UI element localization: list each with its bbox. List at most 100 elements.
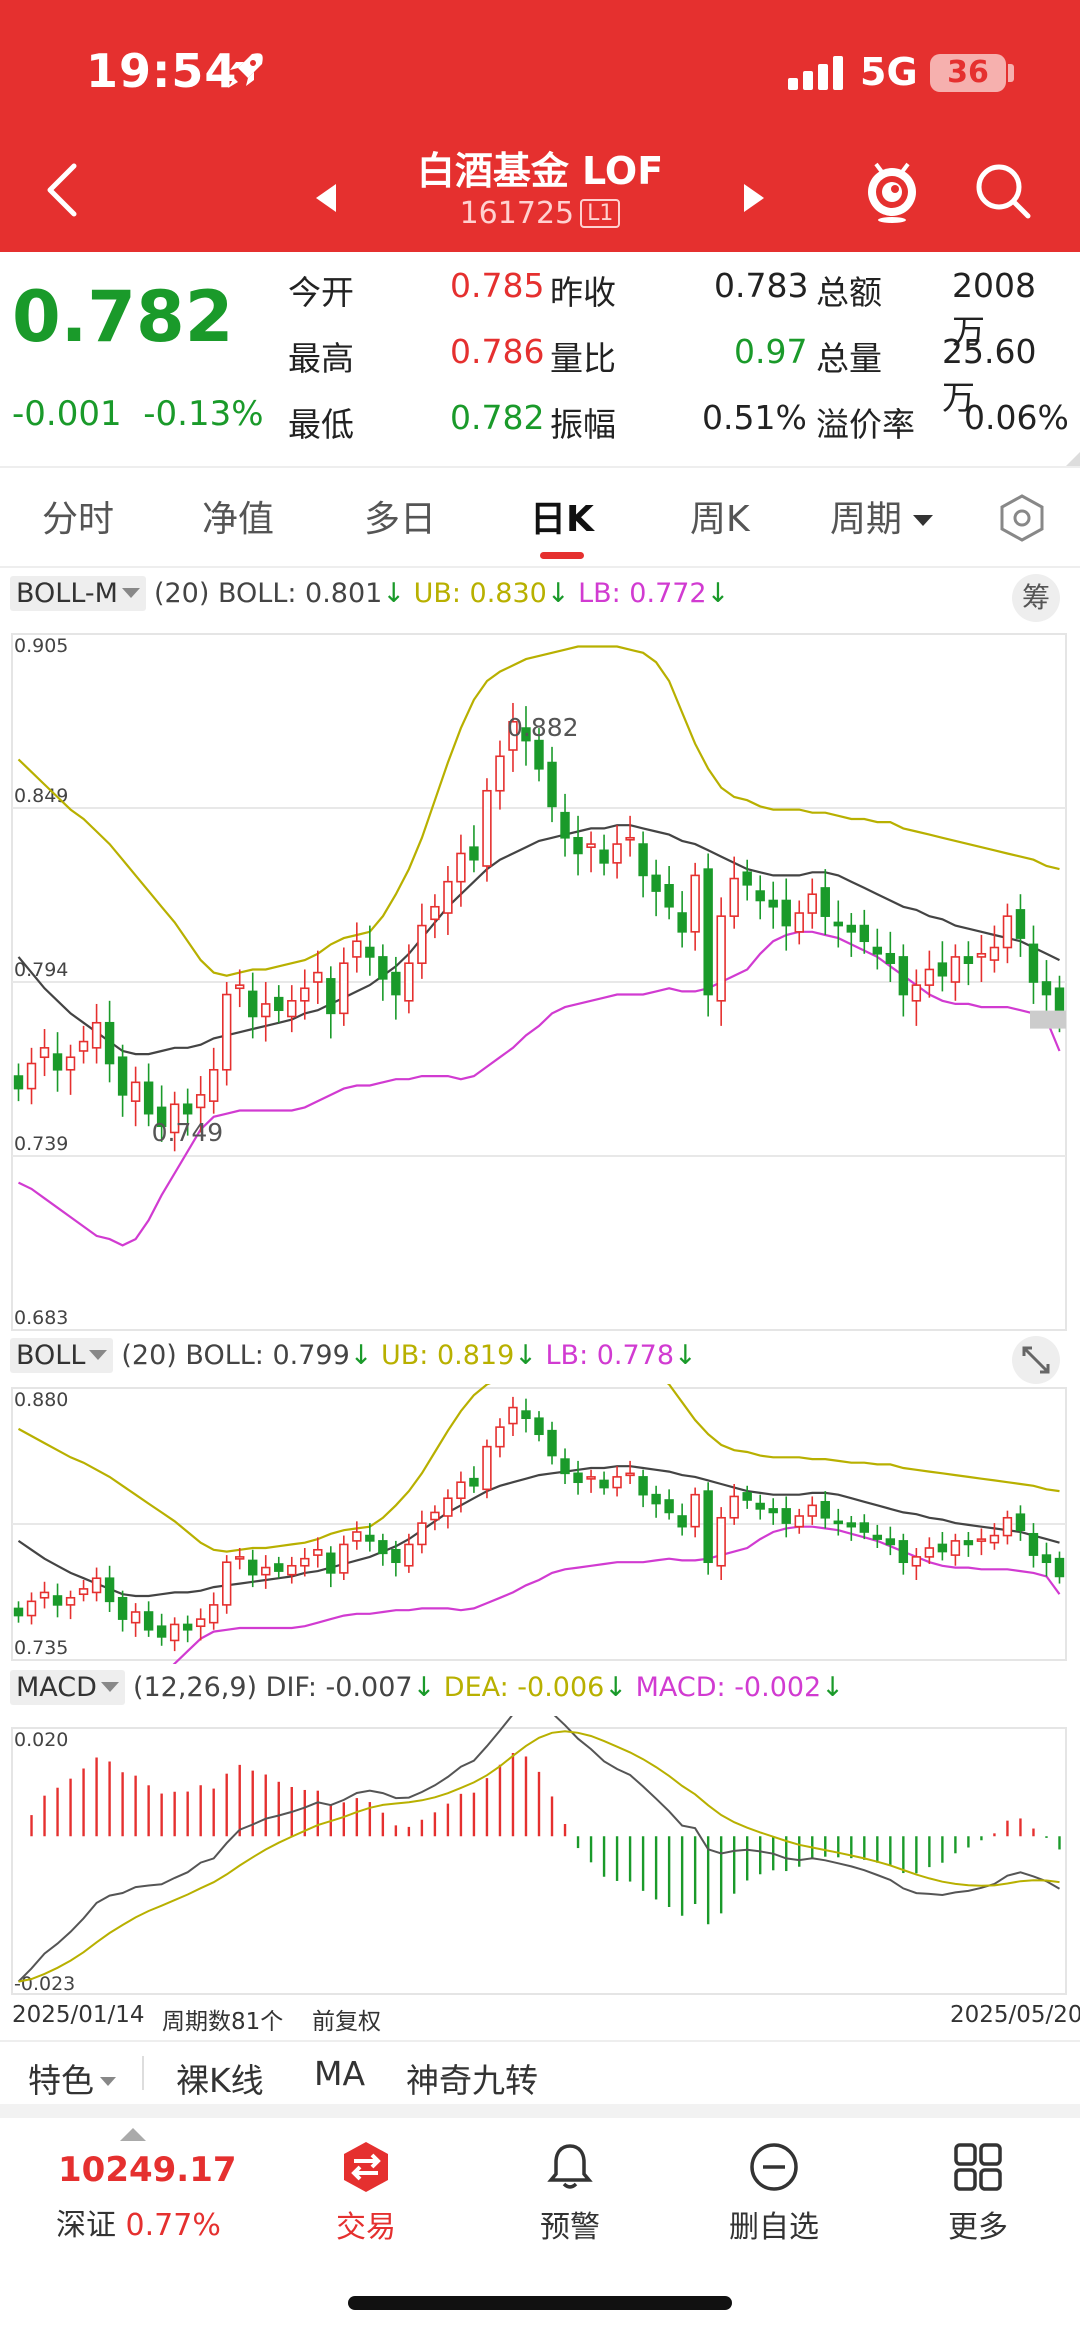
- start-date: 2025/01/14: [12, 2002, 145, 2028]
- candle-body: [521, 1410, 531, 1420]
- candle-body: [378, 956, 388, 980]
- candle-body: [326, 1552, 336, 1574]
- y-axis-label: 0.880: [14, 1389, 68, 1411]
- search-icon[interactable]: [972, 160, 1034, 222]
- candle-body: [898, 956, 909, 996]
- caret-down-icon: [100, 1682, 119, 1692]
- feature-special[interactable]: 特色: [28, 2054, 116, 2102]
- candle-body: [130, 1081, 141, 1102]
- candle-body: [143, 1081, 154, 1115]
- quote-label: 量比: [550, 339, 616, 378]
- quote-value: 0.06%: [964, 398, 1069, 437]
- tab-jingzhi[interactable]: 净值: [202, 499, 275, 540]
- candle-body: [235, 984, 245, 990]
- candle-body: [313, 971, 323, 983]
- quote-label: 溢价率: [816, 405, 915, 444]
- divider: [0, 2104, 1080, 2118]
- network-type: 5G: [860, 50, 918, 94]
- candle-body: [443, 880, 453, 914]
- candle-body: [534, 739, 544, 770]
- divider: [0, 466, 1080, 468]
- candle-body: [482, 789, 492, 867]
- expand-icon[interactable]: [1012, 1336, 1060, 1384]
- candle-body: [690, 1493, 700, 1528]
- indicator-selector-label: BOLL-M: [16, 578, 118, 609]
- candle-body: [937, 962, 948, 977]
- index-percent: 0.77%: [125, 2208, 221, 2243]
- back-arrow-icon[interactable]: [42, 160, 82, 220]
- candle-body: [846, 924, 856, 933]
- robot-assistant-icon[interactable]: [862, 158, 922, 224]
- quote-value: 0.783: [714, 266, 809, 305]
- candle-body: [1015, 909, 1026, 939]
- index-value[interactable]: 10249.17: [58, 2150, 237, 2190]
- boll-params: (20): [121, 1340, 177, 1371]
- nav-trade[interactable]: 交易: [286, 2140, 446, 2246]
- tab-duori[interactable]: 多日: [364, 499, 437, 540]
- expand-up-icon[interactable]: [120, 2128, 146, 2141]
- quote-label: 振幅: [550, 405, 616, 444]
- indicator-selector[interactable]: BOLL: [10, 1338, 114, 1373]
- tab-daily-k[interactable]: 日K: [530, 499, 594, 540]
- tab-fenshi[interactable]: 分时: [42, 499, 115, 540]
- candle-body: [78, 1040, 89, 1052]
- quote-label: 最低: [288, 405, 354, 444]
- signal-icon: [788, 56, 843, 90]
- candle-body: [1002, 915, 1013, 949]
- settings-hexagon-icon[interactable]: [996, 492, 1048, 544]
- collapse-corner-icon[interactable]: [1066, 452, 1080, 466]
- candlestick-chart[interactable]: 0.905 0.849 0.794 0.739 0.683 0.882 0.749: [0, 622, 1080, 1332]
- nav-more[interactable]: 更多: [898, 2140, 1058, 2246]
- index-name: 深证: [56, 2208, 116, 2243]
- candle-body: [52, 1053, 63, 1071]
- candle-body: [169, 1623, 180, 1642]
- change-value: -0.001: [12, 394, 122, 434]
- candle-body: [1041, 981, 1052, 996]
- candle-body: [104, 1577, 115, 1603]
- index-ticker[interactable]: 深证 0.77%: [56, 2200, 221, 2244]
- candle-body: [950, 956, 961, 983]
- prev-fund-icon[interactable]: [316, 184, 336, 212]
- candle-body: [534, 1417, 544, 1436]
- candle-body: [911, 984, 922, 1002]
- quote-value: 25.60万: [942, 332, 1037, 417]
- next-fund-icon[interactable]: [744, 184, 764, 212]
- candle-body: [313, 1548, 323, 1556]
- adjust-mode[interactable]: 前复权: [312, 2009, 381, 2035]
- candle-body: [378, 1540, 388, 1555]
- candle-body: [130, 1611, 141, 1624]
- candle-body: [469, 1477, 479, 1487]
- tab-weekly-k[interactable]: 周K: [690, 499, 750, 540]
- indicator-selector[interactable]: BOLL-M: [10, 576, 146, 611]
- trade-icon: [344, 2142, 388, 2192]
- macd-chart[interactable]: 0.020-0.023: [0, 1716, 1080, 1998]
- feature-bare-k[interactable]: 裸K线: [176, 2061, 264, 2100]
- candle-body: [872, 946, 883, 955]
- candle-body: [872, 1534, 883, 1540]
- candle-body: [1002, 1516, 1013, 1537]
- candle-body: [13, 1607, 24, 1617]
- candle-body: [612, 1476, 622, 1489]
- rocket-icon: [228, 53, 263, 88]
- candle-body: [937, 1543, 948, 1553]
- feature-magic-nine[interactable]: 神奇九转: [406, 2061, 538, 2100]
- boll-subchart[interactable]: 0.880 0.735: [0, 1384, 1080, 1664]
- nav-alert[interactable]: 预警: [490, 2140, 650, 2246]
- period-count: 周期数81个: [162, 2009, 284, 2035]
- fund-code-text: 161725: [459, 196, 575, 231]
- feature-ma[interactable]: MA: [314, 2054, 366, 2093]
- chip-distribution-button[interactable]: 筹: [1012, 574, 1060, 622]
- candle-body: [677, 1515, 687, 1528]
- candle-body: [690, 874, 700, 933]
- candle-body: [261, 1003, 271, 1018]
- y-axis-label: 0.683: [14, 1307, 68, 1329]
- candle-body: [391, 1548, 401, 1564]
- candle-body: [573, 1472, 583, 1484]
- active-tab-indicator: [540, 552, 584, 559]
- candle-body: [833, 921, 843, 927]
- tab-period[interactable]: 周期: [830, 490, 934, 542]
- nav-remove-watchlist[interactable]: 删自选: [694, 2140, 854, 2246]
- indicator-selector[interactable]: MACD: [10, 1670, 125, 1705]
- candle-body: [703, 1490, 713, 1564]
- candle-body: [638, 843, 648, 877]
